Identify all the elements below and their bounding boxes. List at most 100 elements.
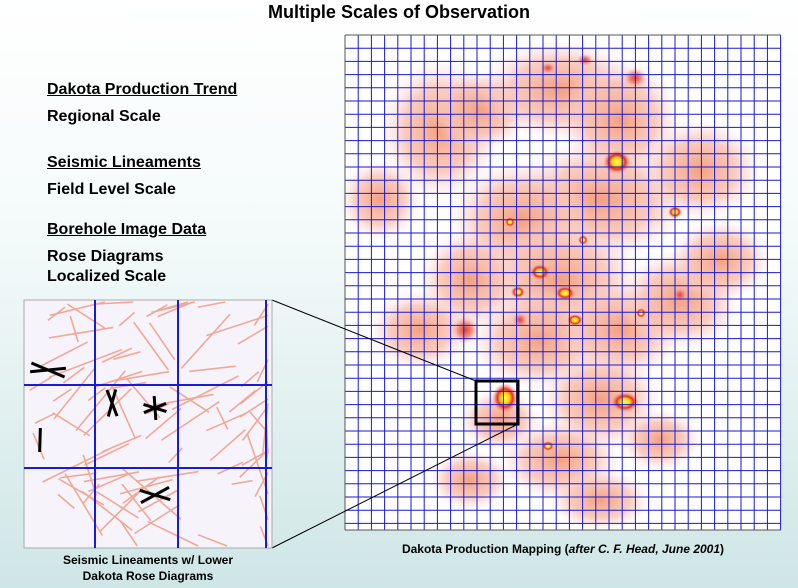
item-line: Regional Scale (47, 108, 161, 125)
stroke-line (69, 315, 79, 343)
shape (430, 450, 510, 510)
stroke-line (136, 470, 199, 483)
stroke-line (62, 366, 85, 384)
item-heading: Dakota Production Trend (47, 81, 238, 98)
inset-caption: Dakota Rose Diagrams (82, 569, 214, 583)
stroke-line (145, 407, 182, 440)
stroke-line (106, 389, 118, 417)
shape (530, 264, 550, 280)
stroke-line (83, 388, 132, 436)
shape (492, 383, 518, 413)
inset-lineaments (29, 301, 269, 547)
stroke-line (38, 427, 42, 453)
stroke-line (81, 490, 133, 531)
inset-caption: Seismic Lineaments w/ Lower (62, 553, 234, 567)
stroke-line (152, 395, 158, 421)
stroke-line (34, 413, 55, 424)
stroke-line (84, 443, 130, 466)
stroke-line (102, 434, 142, 453)
item-line: Rose Diagrams (47, 248, 164, 265)
caption-text: Dakota Production Mapping ( (401, 542, 569, 556)
stroke-line (138, 489, 179, 513)
shape (620, 410, 700, 470)
stroke-line (134, 504, 180, 535)
shape (577, 54, 593, 66)
shape (370, 290, 470, 370)
zoom-box (474, 379, 520, 426)
shape (540, 62, 556, 74)
stroke-line (53, 367, 96, 420)
stroke-line (95, 490, 139, 519)
stroke-line (209, 429, 246, 462)
stroke-line (118, 311, 136, 327)
stroke-line (119, 478, 173, 495)
shape (550, 470, 650, 530)
shape (542, 441, 554, 451)
stroke-line (52, 412, 91, 437)
stroke-line (197, 534, 228, 547)
stroke-line (64, 473, 104, 536)
stroke-line (42, 448, 110, 483)
shape (567, 314, 583, 326)
stroke-line (249, 411, 268, 432)
stroke-line (112, 370, 170, 382)
title: Multiple Scales of Observation (267, 2, 531, 22)
stroke-line (241, 405, 269, 441)
stroke-line (30, 361, 66, 379)
stroke-line (168, 447, 183, 464)
inset-grid (24, 300, 272, 548)
shape (640, 120, 760, 220)
stroke-line (231, 479, 253, 486)
shape (512, 312, 528, 328)
shape (555, 286, 575, 300)
zoom-line (271, 423, 519, 549)
stroke-line (161, 400, 220, 441)
stroke-line (113, 351, 141, 361)
stroke-line (147, 520, 199, 547)
shape (511, 286, 525, 298)
item-heading: Borehole Image Data (47, 221, 207, 238)
item-line: Field Level Scale (47, 181, 176, 198)
caption-italic: after C. F. Head, June 2001 (568, 542, 721, 556)
stroke-line (246, 434, 269, 495)
stroke-line (41, 341, 88, 367)
stroke-line (171, 375, 239, 411)
stroke-line (197, 301, 226, 309)
item-line: Localized Scale (47, 268, 167, 285)
stroke-line (120, 520, 138, 547)
stroke-line (148, 322, 176, 361)
stroke-line (48, 348, 123, 379)
shape (340, 160, 420, 240)
stroke-line (58, 478, 105, 506)
shape (451, 316, 479, 344)
stroke-line (237, 325, 269, 345)
stroke-line (101, 347, 133, 363)
item-heading: Seismic Lineaments (47, 154, 201, 171)
stroke-line (87, 386, 107, 402)
stroke-line (29, 376, 52, 392)
shape (505, 217, 515, 227)
map-caption: Dakota Production Mapping (after C. F. H… (345, 542, 781, 556)
stroke-line (189, 365, 236, 373)
inset-background (23, 299, 273, 549)
stroke-line (206, 412, 247, 432)
stroke-line (67, 303, 106, 329)
map-grid (344, 34, 782, 531)
stroke-line (99, 488, 144, 533)
stroke-line (60, 472, 97, 479)
stroke-line (133, 321, 170, 371)
stroke-line (180, 313, 231, 369)
stroke-line (215, 406, 229, 430)
stroke-line (139, 488, 171, 502)
shape (603, 150, 631, 174)
stroke-line (169, 386, 210, 413)
stroke-line (111, 386, 137, 440)
stroke-line (48, 326, 114, 339)
shape (672, 287, 688, 303)
shape (636, 308, 646, 318)
shape (611, 392, 639, 412)
zoom-line (271, 299, 477, 382)
stroke-line (157, 301, 193, 318)
